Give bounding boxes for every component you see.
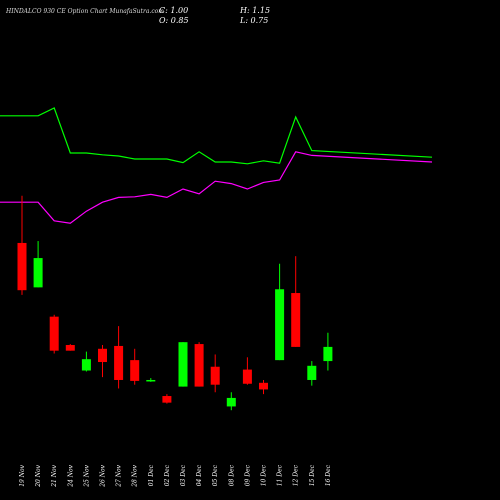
x-tick-label: 16 Dec	[325, 464, 332, 486]
candle-body	[226, 397, 236, 407]
candle-body	[65, 345, 75, 351]
x-tick-label: 08 Dec	[228, 464, 235, 486]
x-tick-label: 20 Nov	[35, 464, 42, 487]
candle-body	[323, 346, 333, 362]
candle-body	[130, 360, 140, 381]
low-value: L: 0.75	[240, 16, 269, 25]
chart-title: HINDALCO 930 CE Option Chart MunafaSutra…	[6, 8, 164, 15]
high-value: H: 1.15	[240, 6, 271, 15]
candle-body	[98, 348, 107, 363]
x-tick-label: 15 Dec	[309, 464, 316, 486]
candle-body	[210, 366, 220, 385]
x-tick-label: 03 Dec	[180, 464, 187, 486]
x-tick-label: 12 Dec	[293, 464, 300, 486]
candle-body	[178, 342, 188, 387]
close-value: C: 1.00	[159, 6, 189, 15]
x-tick-label: 05 Dec	[212, 464, 219, 486]
candle-body	[259, 382, 268, 390]
candle-body	[194, 344, 204, 387]
x-tick-label: 11 Dec	[277, 464, 284, 486]
upper-line-series	[0, 107, 433, 165]
x-tick-label: 25 Nov	[83, 464, 90, 487]
candle-body	[162, 396, 172, 403]
candle-body	[17, 242, 27, 291]
x-tick-label: 09 Dec	[244, 464, 251, 486]
candle-body	[242, 369, 252, 384]
x-tick-label: 24 Nov	[67, 464, 74, 487]
candle-body	[33, 258, 43, 288]
x-tick-label: 27 Nov	[116, 464, 123, 487]
candle-body	[49, 316, 59, 351]
open-value: O: 0.85	[159, 16, 189, 25]
candle-body	[275, 289, 285, 361]
candles	[17, 195, 333, 411]
candle-body	[146, 379, 156, 382]
x-tick-label: 28 Nov	[132, 464, 139, 487]
x-tick-label: 26 Nov	[100, 464, 107, 487]
lower-line-series	[0, 151, 433, 224]
x-tick-label: 04 Dec	[196, 464, 203, 486]
candle-body	[114, 345, 124, 380]
x-tick-label: 19 Nov	[19, 464, 26, 486]
candle-body	[291, 293, 301, 347]
x-axis-ticks: 19 Nov 20 Nov 21 Nov 24 Nov 25 Nov 26 Nov 27 N…	[19, 464, 332, 487]
x-tick-label: 21 Nov	[51, 464, 58, 487]
x-tick-label: 10 Dec	[261, 464, 268, 486]
x-tick-label: 01 Dec	[148, 464, 155, 486]
candle-body	[307, 365, 317, 380]
candle-body	[81, 359, 91, 371]
x-tick-label: 02 Dec	[164, 464, 171, 486]
indicator-lines	[0, 107, 433, 224]
